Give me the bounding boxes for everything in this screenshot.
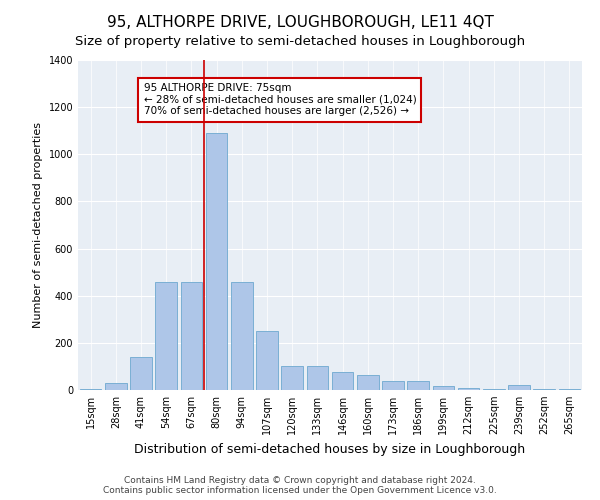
Bar [231, 282, 253, 390]
Bar [458, 388, 479, 390]
Bar [155, 282, 177, 390]
Y-axis label: Number of semi-detached properties: Number of semi-detached properties [33, 122, 43, 328]
Bar [281, 366, 303, 390]
Text: 95 ALTHORPE DRIVE: 75sqm
← 28% of semi-detached houses are smaller (1,024)
70% o: 95 ALTHORPE DRIVE: 75sqm ← 28% of semi-d… [143, 83, 416, 116]
Bar [130, 357, 152, 390]
Bar [357, 374, 379, 390]
Text: Size of property relative to semi-detached houses in Loughborough: Size of property relative to semi-detach… [75, 35, 525, 48]
Bar [559, 389, 580, 390]
Bar [307, 366, 328, 390]
Bar [407, 380, 429, 390]
Text: 95, ALTHORPE DRIVE, LOUGHBOROUGH, LE11 4QT: 95, ALTHORPE DRIVE, LOUGHBOROUGH, LE11 4… [107, 15, 493, 30]
Bar [332, 372, 353, 390]
Bar [181, 282, 202, 390]
Bar [256, 331, 278, 390]
Bar [105, 383, 127, 390]
Bar [433, 386, 454, 390]
Text: Contains HM Land Registry data © Crown copyright and database right 2024.
Contai: Contains HM Land Registry data © Crown c… [103, 476, 497, 495]
Bar [533, 389, 555, 390]
Bar [206, 133, 227, 390]
X-axis label: Distribution of semi-detached houses by size in Loughborough: Distribution of semi-detached houses by … [134, 442, 526, 456]
Bar [483, 389, 505, 390]
Bar [80, 389, 101, 390]
Bar [508, 386, 530, 390]
Bar [382, 380, 404, 390]
